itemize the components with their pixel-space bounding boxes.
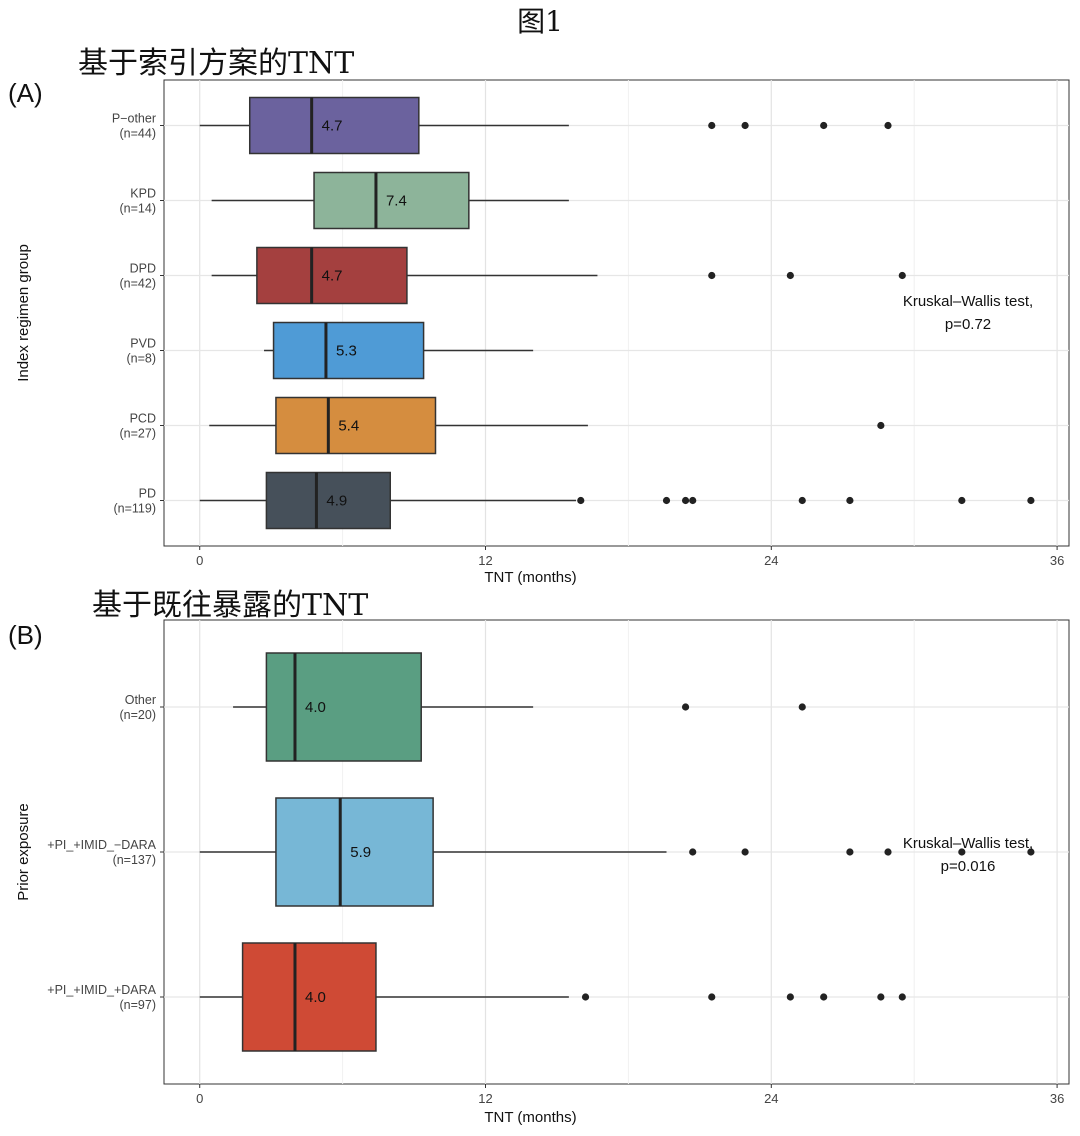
outlier-point [681, 496, 690, 505]
outlier-point [898, 271, 906, 280]
outlier-point [741, 121, 749, 130]
y-tick-count: (n=20) [120, 708, 156, 722]
outlier-point [1027, 496, 1035, 505]
y-tick-count: (n=44) [120, 127, 156, 141]
median-label: 5.9 [350, 844, 371, 861]
x-tick-label: 0 [196, 553, 203, 568]
outlier-point [689, 496, 697, 505]
test-annotation-line1: Kruskal–Wallis test, [903, 835, 1033, 852]
median-label: 5.3 [336, 343, 357, 360]
box [313, 171, 470, 230]
outlier-point [958, 496, 966, 505]
outlier-point [884, 848, 892, 856]
y-tick-label: P−other [112, 112, 156, 126]
outlier-point [708, 271, 716, 280]
outlier-point [581, 993, 590, 1001]
x-axis-label: TNT (months) [484, 569, 576, 586]
box [275, 396, 437, 455]
y-tick-count: (n=42) [120, 277, 156, 291]
outlier-point [662, 496, 671, 505]
x-tick-label: 36 [1050, 1091, 1064, 1106]
outlier-point [898, 993, 906, 1001]
test-annotation-line2: p=0.72 [945, 316, 991, 333]
median-label: 4.0 [305, 989, 326, 1006]
outlier-point [798, 496, 806, 505]
outlier-point [884, 121, 892, 130]
outlier-point [689, 848, 697, 856]
test-annotation-line2: p=0.016 [941, 858, 996, 875]
outlier-point [846, 848, 854, 856]
y-tick-label: PD [139, 487, 156, 501]
panel-a-subtitle: 基于索引方案的TNT [78, 46, 355, 81]
panel-b-label: (B) [8, 620, 43, 650]
y-tick-label: DPD [130, 262, 156, 276]
plot-area [163, 79, 1070, 547]
y-tick-count: (n=8) [126, 352, 156, 366]
y-tick-count: (n=137) [113, 853, 156, 867]
panel-a-label: (A) [8, 78, 43, 108]
outlier-point [820, 121, 828, 130]
outlier-point [577, 496, 585, 505]
y-tick-label: PVD [130, 337, 156, 351]
median-label: 7.4 [386, 193, 407, 210]
y-tick-label: +PI_+IMID_+DARA [47, 983, 156, 997]
outlier-point [786, 993, 794, 1001]
x-tick-label: 24 [764, 1091, 778, 1106]
y-tick-count: (n=27) [120, 427, 156, 441]
y-tick-count: (n=14) [120, 202, 156, 216]
outlier-point [798, 703, 806, 711]
y-tick-label: +PI_+IMID_−DARA [47, 838, 156, 852]
box [272, 321, 425, 380]
median-label: 4.9 [326, 493, 347, 510]
box [248, 96, 420, 155]
outlier-point [846, 496, 854, 505]
x-tick-label: 12 [478, 553, 492, 568]
chart-a: 0 12 24 36 4.7 P−other(n=44) 7.4 KPD(n=14) 4.7 DP… [15, 79, 1070, 586]
x-tick-label: 12 [478, 1091, 492, 1106]
y-tick-count: (n=119) [113, 502, 156, 516]
box [265, 471, 391, 530]
median-label: 4.0 [305, 699, 326, 716]
x-axis-label: TNT (months) [484, 1109, 576, 1126]
y-axis-label: Prior exposure [15, 803, 32, 901]
median-label: 4.7 [322, 268, 343, 285]
figure-title: 图1 [517, 5, 563, 38]
outlier-point [877, 993, 885, 1001]
box [256, 246, 408, 305]
outlier-point [958, 848, 966, 856]
y-tick-label: Other [125, 693, 156, 707]
y-tick-label: KPD [130, 187, 156, 201]
panel-b-subtitle: 基于既往暴露的TNT [92, 588, 369, 623]
box [265, 652, 422, 762]
outlier-point [681, 703, 690, 711]
x-tick-label: 36 [1050, 553, 1064, 568]
test-annotation-line1: Kruskal–Wallis test, [903, 293, 1033, 310]
outlier-point [708, 121, 716, 130]
outlier-point [820, 993, 828, 1001]
y-tick-count: (n=97) [120, 998, 156, 1012]
box [275, 797, 434, 907]
y-tick-label: PCD [130, 412, 156, 426]
median-label: 5.4 [338, 418, 359, 435]
outlier-point [877, 421, 885, 430]
y-axis-label: Index regimen group [15, 244, 32, 382]
x-tick-label: 24 [764, 553, 778, 568]
outlier-point [708, 993, 716, 1001]
box [241, 942, 377, 1052]
chart-b: 0 12 24 364.0Other(n=20)5.9+PI_+IMID_−DARA(… [15, 619, 1070, 1126]
x-tick-label: 0 [196, 1091, 203, 1106]
median-label: 4.7 [322, 118, 343, 135]
outlier-point [1027, 848, 1035, 856]
outlier-point [786, 271, 794, 280]
outlier-point [741, 848, 749, 856]
